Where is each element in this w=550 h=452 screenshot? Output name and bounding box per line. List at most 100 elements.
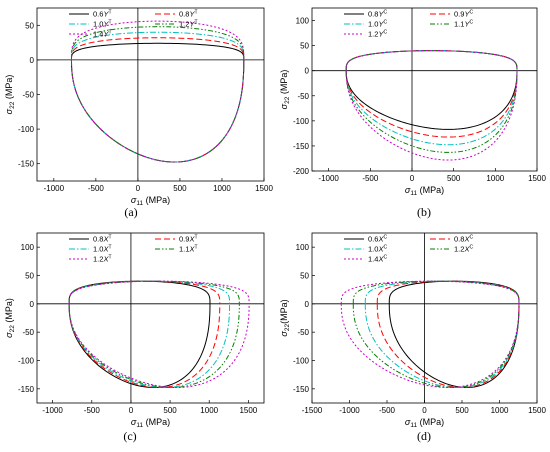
x-tick-label: 500 [163,406,177,415]
y-tick-label: -100 [18,125,35,134]
series-4-upper-curve [345,50,518,71]
x-tick-label: -500 [88,184,105,193]
x-tick-label: -1000 [318,174,339,183]
x-tick-label: -500 [362,174,379,183]
series-1-lower-curve [345,70,518,138]
legend-entry: 0.9YC [454,10,473,19]
x-tick-label: 0 [136,184,141,193]
series-2-upper-curve [345,50,518,71]
x-tick-label: 1000 [200,406,218,415]
legend-entry: 1.1XT [179,245,198,254]
y-tick-label: -150 [18,385,35,394]
panel-caption: (b) [417,205,431,219]
series-2-lower-curve [70,59,245,163]
legend-entry: 1.1YC [454,20,473,29]
legend-entry: 1.2YT [179,20,198,29]
legend-entry: 0.8XT [93,235,112,244]
panel-caption: (a) [124,205,137,219]
series-4-upper-curve [68,280,250,304]
y-tick-label: -200 [293,167,310,176]
series-2-lower-curve [68,303,231,388]
series-3-upper-curve [352,280,520,304]
y-tick-label: 50 [25,21,34,30]
series-2-upper-curve [70,31,245,60]
series-3-upper-curve [70,26,245,60]
x-tick-label: 1000 [486,174,504,183]
x-tick-label: 1000 [213,184,231,193]
x-tick-label: 0 [422,406,427,415]
y-tick-label: 0 [305,67,310,76]
y-axis-label: σ22(MPa) [279,299,291,336]
series-0-lower-curve [68,303,211,388]
legend-entry: 0.8XC [454,235,473,244]
y-tick-label: -50 [22,328,34,337]
y-tick-label: -150 [18,160,35,169]
series-1-lower-curve [68,303,221,388]
legend-entry: 0.8YT [179,10,198,19]
legend-entry: 1.4XC [368,255,387,264]
legend-entry: 1.0YT [93,20,112,29]
legend-entry: 0.9XT [179,235,198,244]
x-axis-label: σ11 (MPa) [131,417,170,429]
x-tick-label: 1500 [239,406,257,415]
x-tick-label: 1500 [528,406,546,415]
x-tick-label: -1500 [302,406,323,415]
series-3-upper-curve [68,280,240,304]
x-tick-label: -1000 [44,184,65,193]
x-tick-label: 0 [129,406,134,415]
x-axis-label: σ11 (MPa) [405,417,444,429]
series-1-lower-curve [70,59,245,163]
legend-entry: 0.6YT [93,10,112,19]
x-tick-label: 1500 [528,174,546,183]
legend-entry: 1.2XC [454,245,473,254]
series-4-lower-curve [340,303,520,388]
series-0-lower-curve [345,70,518,130]
y-tick-label: 0 [30,56,35,65]
panel-d: -1500 -1000 -500 0 500 1000 1500-150-100-50050… [279,232,546,443]
series-1-lower-curve [376,303,520,388]
legend-entry: 1.4YT [93,30,112,39]
x-axis-label: σ11 (MPa) [131,195,170,207]
y-tick-label: 100 [21,243,35,252]
legend-entry: 1.0YC [368,20,387,29]
series-2-upper-curve [68,280,231,304]
plot-frame [36,7,265,182]
y-tick-label: -100 [18,357,35,366]
x-tick-label: 1000 [491,406,509,415]
series-2-lower-curve [345,70,518,146]
series-4-lower-curve [70,59,245,163]
series-1-upper-curve [70,37,245,60]
x-tick-label: 0 [410,174,415,183]
plot-frame [311,7,538,172]
series-3-lower-curve [70,59,245,163]
series-4-upper-curve [340,280,520,304]
y-axis-label: σ22 (MPa) [4,298,16,338]
series-2-upper-curve [364,280,520,304]
x-tick-label: 500 [173,184,187,193]
panel-caption: (d) [417,429,431,443]
series-0-upper-curve [388,280,520,304]
legend-entry: 1.2YC [368,30,387,39]
series-3-lower-curve [345,70,518,153]
panel-c: -1000 -500 0 500 1000 1500-150-100-50050100σ1… [4,232,265,443]
y-tick-label: 50 [25,272,34,281]
legend-entry: 0.8YC [368,10,387,19]
y-axis-label: σ22 (MPa) [4,75,16,115]
x-tick-label: -1000 [42,406,63,415]
series-3-lower-curve [352,303,520,388]
y-tick-label: -150 [293,142,310,151]
y-tick-label: -100 [293,117,310,126]
y-tick-label: -50 [297,92,309,101]
y-tick-label: -150 [293,385,310,394]
y-axis-label: σ22 (MPa) [279,70,291,110]
series-1-upper-curve [376,280,520,304]
legend-entry: 0.6XC [368,235,387,244]
x-tick-label: 500 [447,174,461,183]
series-4-lower-curve [68,303,250,388]
x-tick-label: -500 [379,406,396,415]
series-2-lower-curve [364,303,520,388]
panel-caption: (c) [123,429,136,443]
series-0-lower-curve [70,59,245,163]
